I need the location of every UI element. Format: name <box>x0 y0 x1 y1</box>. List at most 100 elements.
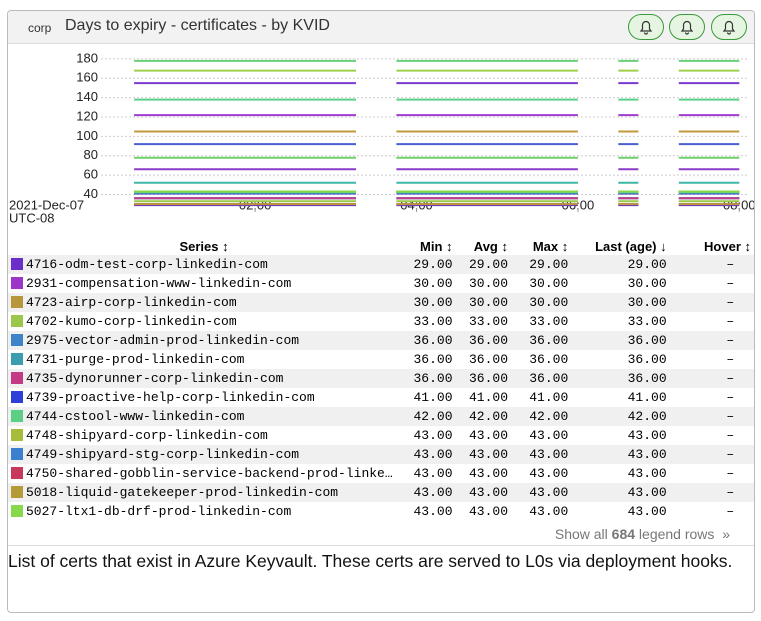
column-header[interactable]: Max ↕ <box>532 238 569 254</box>
y-tick-label: 80 <box>84 147 98 162</box>
alert-button[interactable] <box>669 14 705 40</box>
value-cell: 36.00 <box>511 331 572 350</box>
value-cell: 42.00 <box>455 407 511 426</box>
value-cell: 36.00 <box>413 352 453 367</box>
value-cell: 36.00 <box>455 369 511 388</box>
value-cell: 33.00 <box>627 314 667 329</box>
column-header[interactable]: Last (age) ↓ <box>595 238 667 254</box>
legend-row[interactable]: 4723-airp-corp-linkedin-com 30.00 30.00 30.… <box>8 293 754 312</box>
alert-button[interactable] <box>628 14 664 40</box>
legend-row[interactable]: 5018-liquid-gatekeeper-prod-linkedin-com… <box>8 483 754 502</box>
series-swatch <box>11 448 23 460</box>
value-cell: 43.00 <box>571 483 670 502</box>
alert-button[interactable] <box>711 14 747 40</box>
value-cell: 30.00 <box>571 293 670 312</box>
legend-row[interactable]: 4702-kumo-corp-linkedin-com 33.00 33.00 33.… <box>8 312 754 331</box>
value-cell: – <box>669 445 754 464</box>
value-cell: 30.00 <box>511 293 572 312</box>
column-header[interactable]: Series ↕ <box>179 238 229 254</box>
value-cell: 42.00 <box>400 407 456 426</box>
legend-row[interactable]: 4735-dynorunner-corp-linkedin-com 36.00 36… <box>8 369 754 388</box>
value-cell: 43.00 <box>627 466 667 481</box>
value-cell: 30.00 <box>529 276 569 291</box>
series-swatch <box>11 296 23 308</box>
legend-row[interactable]: 4744-cstool-www-linkedin-com 42.00 42.00 42… <box>8 407 754 426</box>
series-swatch <box>11 372 23 384</box>
chart: 2021-Dec-07 UTC-08 40 60 80 100 120 140 160 180… <box>9 50 754 225</box>
legend-row[interactable]: 4750-shared-gobblin-service-backend-prod… <box>8 464 754 483</box>
value-cell: – <box>669 369 754 388</box>
series-swatch <box>11 277 23 289</box>
value-cell: 36.00 <box>529 352 569 367</box>
y-tick-label: 60 <box>84 167 98 182</box>
footer-text: Show all <box>554 526 608 542</box>
value-cell: – <box>726 314 735 329</box>
legend-row[interactable]: 4739-proactive-help-corp-linkedin-com 41.… <box>8 388 754 407</box>
timezone-label: UTC-08 <box>9 210 55 225</box>
y-tick-label: 40 <box>84 186 98 201</box>
legend-row[interactable]: 2975-vector-admin-prod-linkedin-com 36.00… <box>8 331 754 350</box>
series-cell: 2975-vector-admin-prod-linkedin-com <box>8 331 401 350</box>
series-swatch <box>11 505 23 517</box>
footer-count: 684 <box>611 526 636 542</box>
value-cell: 43.00 <box>627 504 667 519</box>
series-name: 4748-shipyard-corp-linkedin-com <box>26 428 268 443</box>
legend-row[interactable]: 4749-shipyard-stg-corp-linkedin-com 43.00… <box>8 445 754 464</box>
series-cell: 4744-cstool-www-linkedin-com <box>8 407 401 426</box>
footer-text: legend rows <box>638 526 715 542</box>
value-cell: 30.00 <box>400 293 456 312</box>
series-swatch <box>11 334 23 346</box>
value-cell: – <box>726 466 735 481</box>
series-swatch <box>11 429 23 441</box>
value-cell: – <box>726 352 735 367</box>
series-swatch <box>11 315 23 327</box>
value-cell: 36.00 <box>400 331 456 350</box>
value-cell: 43.00 <box>529 428 569 443</box>
series-cell: 4749-shipyard-stg-corp-linkedin-com <box>8 445 401 464</box>
series-cell: 5018-liquid-gatekeeper-prod-linkedin-com <box>8 483 401 502</box>
value-cell: 36.00 <box>400 369 456 388</box>
value-cell: 30.00 <box>468 276 508 291</box>
value-cell: – <box>726 428 735 443</box>
legend-row[interactable]: 4748-shipyard-corp-linkedin-com 43.00 43.0… <box>8 426 754 445</box>
series-name: 4716-odm-test-corp-linkedin-com <box>26 257 268 272</box>
column-header[interactable]: Hover ↕ <box>704 238 751 254</box>
value-cell: 41.00 <box>627 390 667 405</box>
series-swatch <box>11 258 23 270</box>
series-name: 5027-ltx1-db-drf-prod-linkedin-com <box>26 504 292 519</box>
legend-row[interactable]: 2931-compensation-www-linkedin-com 30.00 3… <box>8 274 754 293</box>
value-cell: – <box>726 504 735 519</box>
value-cell: – <box>669 483 754 502</box>
value-cell: 29.00 <box>400 255 456 274</box>
series-name: 4750-shared-gobblin-service-backend-prod… <box>26 466 393 481</box>
series-name: 4744-cstool-www-linkedin-com <box>26 409 245 424</box>
legend-row[interactable]: 4731-purge-prod-linkedin-com 36.00 36.00 36… <box>8 350 754 369</box>
series-cell: 5027-ltx1-db-drf-prod-linkedin-com <box>8 502 400 521</box>
series-swatch <box>11 410 23 422</box>
y-tick-label: 100 <box>76 128 98 143</box>
legend-table: Series ↕ Min ↕ Avg ↕ Max ↕ Last (age) ↓ Hover… <box>8 237 754 521</box>
value-cell: 41.00 <box>413 390 453 405</box>
series-name: 4749-shipyard-stg-corp-linkedin-com <box>26 447 300 462</box>
value-cell: 30.00 <box>627 276 667 291</box>
value-cell: 33.00 <box>413 314 453 329</box>
value-cell: 43.00 <box>455 483 511 502</box>
legend-row[interactable]: 5027-ltx1-db-drf-prod-linkedin-com 43.00 4… <box>8 502 754 521</box>
value-cell: 29.00 <box>511 255 572 274</box>
value-cell: 43.00 <box>413 466 453 481</box>
show-all-link[interactable]: Show all 684 legend rows » <box>555 526 730 542</box>
value-cell: – <box>669 255 754 274</box>
series-name: 2975-vector-admin-prod-linkedin-com <box>26 333 300 348</box>
series-name: 5018-liquid-gatekeeper-prod-linkedin-com <box>26 485 339 500</box>
value-cell: 36.00 <box>571 331 670 350</box>
value-cell: 43.00 <box>511 445 572 464</box>
value-cell: – <box>726 390 735 405</box>
series-cell: 4748-shipyard-corp-linkedin-com <box>8 426 400 445</box>
value-cell: 36.00 <box>468 352 508 367</box>
column-header[interactable]: Min ↕ <box>420 238 453 254</box>
legend-row[interactable]: 4716-odm-test-corp-linkedin-com 29.00 29.0… <box>8 255 754 274</box>
series-name: 4723-airp-corp-linkedin-com <box>26 295 237 310</box>
series-cell: 4735-dynorunner-corp-linkedin-com <box>8 369 401 388</box>
column-header[interactable]: Avg ↕ <box>473 238 508 254</box>
series-swatch <box>11 486 23 498</box>
